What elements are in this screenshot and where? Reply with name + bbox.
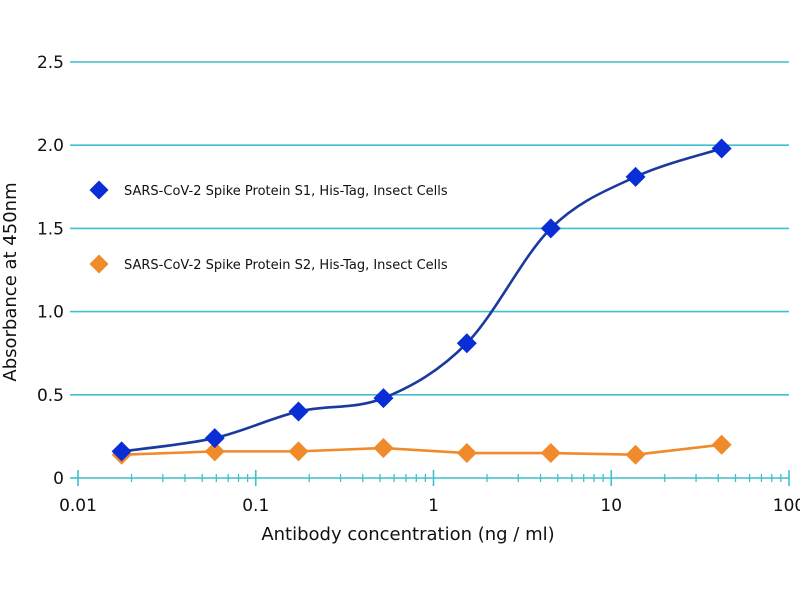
y-tick-label: 1.0 [37,303,64,323]
series-1-point [111,441,132,462]
series-2-point [204,441,225,462]
legend-marker-2 [89,254,109,274]
x-tick-label: 1 [428,496,439,516]
series-layer [111,138,732,465]
x-tick-label: 10 [600,496,622,516]
series-2-point [625,444,646,465]
series-2-point [540,443,561,464]
x-axis-label: Antibody concentration (ng / ml) [261,524,554,545]
series-2-point [456,443,477,464]
y-tick-label: 0.5 [37,386,64,406]
legend-label-1: SARS-CoV-2 Spike Protein S1, His-Tag, In… [124,184,448,199]
series-2-point [711,434,732,455]
y-axis-label: Absorbance at 450nm [0,182,21,381]
x-tick-label: 100 [773,496,800,516]
x-tick-label: 0.01 [59,496,97,516]
y-tick-label: 1.5 [37,219,64,239]
x-tick-label: 0.1 [242,496,269,516]
series-2-point [373,438,394,459]
legend-label-2: SARS-CoV-2 Spike Protein S2, His-Tag, In… [124,258,448,273]
series-1-point [625,166,646,187]
series-1-point [711,138,732,159]
series-1-point [288,401,309,422]
series-1-line [121,147,723,453]
legend: SARS-CoV-2 Spike Protein S1, His-Tag, In… [89,180,448,274]
y-tick-label: 0 [53,469,64,489]
series-2-line [121,443,722,457]
series-1-point [456,333,477,354]
series-1-point [204,428,225,449]
y-tick-label: 2.5 [37,53,64,73]
series-1-point [540,218,561,239]
series-1-point [373,388,394,409]
grid-layer [78,61,789,479]
legend-marker-1 [89,180,109,200]
axis-layer: 0 0.5 1.0 1.5 2.0 2.5 0.01 0.1 1 10 100 [37,53,800,516]
series-2-point [288,441,309,462]
y-tick-label: 2.0 [37,136,64,156]
